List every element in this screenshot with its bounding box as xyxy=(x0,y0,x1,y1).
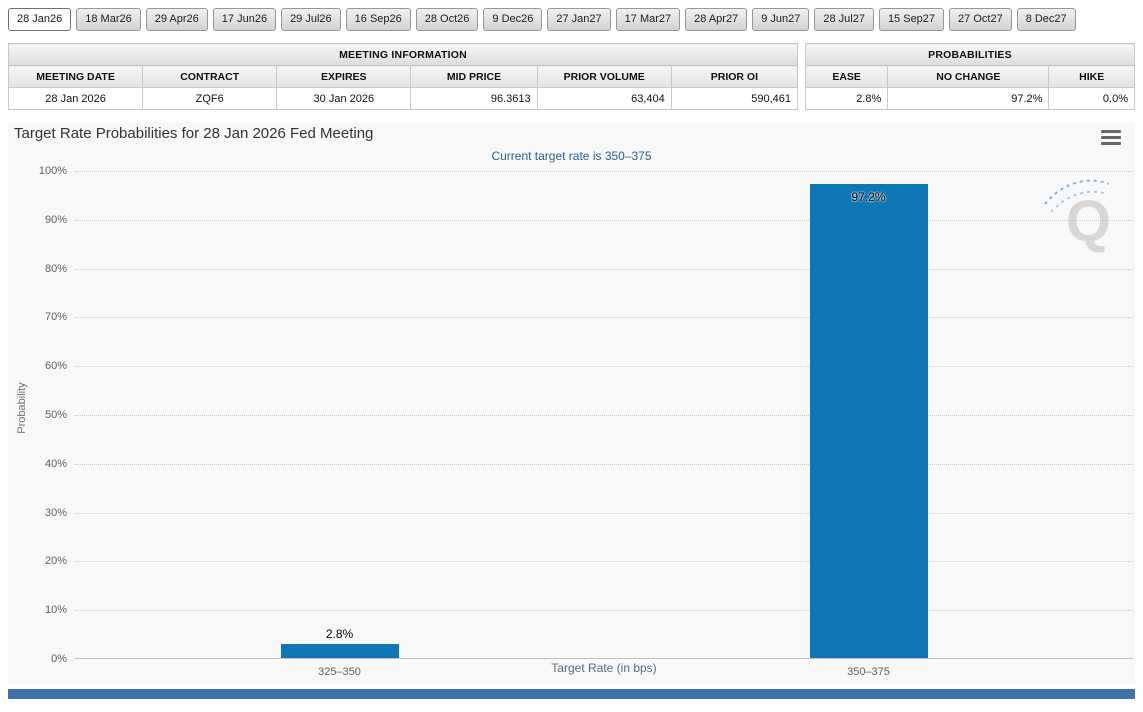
bar-value-label: 2.8% xyxy=(325,627,354,642)
y-tick-label: 20% xyxy=(44,555,67,568)
tab-9-dec26[interactable]: 9 Dec26 xyxy=(483,8,543,31)
col-meeting-date: MEETING DATE xyxy=(7,65,144,88)
ease-value: 2.8% xyxy=(804,87,889,110)
y-tick-label: 80% xyxy=(44,262,67,275)
tab-28-jul27[interactable]: 28 Jul27 xyxy=(814,8,874,31)
meeting-date-value: 28 Jan 2026 xyxy=(7,87,144,110)
tab-17-mar27[interactable]: 17 Mar27 xyxy=(615,8,681,31)
y-axis-title: Probability xyxy=(16,382,28,434)
tab-28-jan26[interactable]: 28 Jan26 xyxy=(8,8,72,31)
y-tick-label: 50% xyxy=(44,409,67,421)
meeting-date-tabs: 28 Jan26 18 Mar26 29 Apr26 17 Jun26 29 Jul26… xyxy=(0,0,1143,37)
tab-16-sep26[interactable]: 16 Sep26 xyxy=(345,8,411,31)
meeting-info-row: 28 Jan 2026 ZQF6 30 Jan 2026 96.3613 63,… xyxy=(7,87,799,110)
y-tick-label: 0% xyxy=(51,653,67,665)
col-ease: EASE xyxy=(804,65,889,88)
y-tick-label: 70% xyxy=(44,311,67,324)
probability-chart: Target Rate Probabilities for 28 Jan 202… xyxy=(8,122,1135,684)
hike-value: 0.0% xyxy=(1048,87,1135,110)
tab-15-sep27[interactable]: 15 Sep27 xyxy=(878,8,945,31)
info-tables: MEETING INFORMATION MEETING DATE CONTRAC… xyxy=(0,37,1143,110)
prior-volume-value: 63,404 xyxy=(536,87,672,110)
chart-subtitle: Current target rate is 350–375 xyxy=(491,149,652,163)
gridline xyxy=(75,561,1133,563)
watermark-letter: Q xyxy=(1065,189,1111,254)
probabilities-title: PROBABILITIES xyxy=(805,43,1135,66)
gridline xyxy=(75,171,1133,172)
y-tick-label: 100% xyxy=(38,165,67,177)
tab-17-jun26[interactable]: 17 Jun26 xyxy=(212,8,277,31)
col-contract: CONTRACT xyxy=(142,65,278,88)
chart-context-menu-icon[interactable] xyxy=(1101,130,1121,145)
tab-18-mar26[interactable]: 18 Mar26 xyxy=(76,8,141,31)
quikstrike-watermark-icon: Q xyxy=(1041,174,1111,254)
gridline xyxy=(75,366,1133,368)
bar-350–375[interactable] xyxy=(809,183,928,658)
expires-value: 30 Jan 2026 xyxy=(276,87,412,110)
x-tick-label: 350–375 xyxy=(847,666,890,678)
col-hike: HIKE xyxy=(1048,65,1135,88)
mid-price-value: 96.3613 xyxy=(410,87,538,110)
probabilities-table: PROBABILITIES EASE NO CHANGE HIKE 2.8% 9… xyxy=(804,43,1135,110)
tab-9-jun27[interactable]: 9 Jun27 xyxy=(752,8,810,31)
chart-title: Target Rate Probabilities for 28 Jan 202… xyxy=(14,125,374,142)
y-tick-label: 30% xyxy=(44,506,67,519)
x-axis-title: Target Rate (in bps) xyxy=(551,661,657,675)
col-prior-volume: PRIOR VOLUME xyxy=(536,65,672,88)
footer-bar xyxy=(8,689,1135,699)
tab-29-apr26[interactable]: 29 Apr26 xyxy=(145,8,208,31)
gridline xyxy=(75,317,1133,319)
gridline xyxy=(75,268,1133,270)
y-tick-label: 90% xyxy=(44,213,67,226)
contract-value: ZQF6 xyxy=(142,87,278,110)
tab-27-oct27[interactable]: 27 Oct27 xyxy=(949,8,1012,31)
y-tick-label: 10% xyxy=(44,604,67,617)
no-change-value: 97.2% xyxy=(887,87,1050,110)
probabilities-row: 2.8% 97.2% 0.0% xyxy=(804,87,1135,110)
col-mid-price: MID PRICE xyxy=(410,65,538,88)
bar-value-label: 97.2% xyxy=(851,189,886,204)
tab-28-oct26[interactable]: 28 Oct26 xyxy=(415,8,479,31)
bar-325–350[interactable] xyxy=(280,644,399,658)
col-expires: EXPIRES xyxy=(276,65,412,88)
gridline xyxy=(75,463,1133,465)
gridline xyxy=(75,610,1133,612)
col-no-change: NO CHANGE xyxy=(887,65,1050,88)
gridline xyxy=(75,512,1133,514)
tab-29-jul26[interactable]: 29 Jul26 xyxy=(281,8,341,31)
gridline xyxy=(75,219,1133,221)
meeting-info-title: MEETING INFORMATION xyxy=(8,43,798,66)
prior-oi-value: 590,461 xyxy=(670,87,799,110)
gridline xyxy=(75,415,1133,416)
plot-area: 2.8% 97.2% xyxy=(75,171,1133,659)
y-tick-label: 60% xyxy=(44,360,67,373)
meeting-information-table: MEETING INFORMATION MEETING DATE CONTRAC… xyxy=(7,43,799,110)
tab-27-jan27[interactable]: 27 Jan27 xyxy=(547,8,611,31)
col-prior-oi: PRIOR OI xyxy=(670,65,799,88)
x-tick-label: 325–350 xyxy=(318,666,361,678)
y-tick-label: 40% xyxy=(44,457,67,470)
tab-28-apr27[interactable]: 28 Apr27 xyxy=(685,8,748,31)
tab-8-dec27[interactable]: 8 Dec27 xyxy=(1016,8,1076,31)
